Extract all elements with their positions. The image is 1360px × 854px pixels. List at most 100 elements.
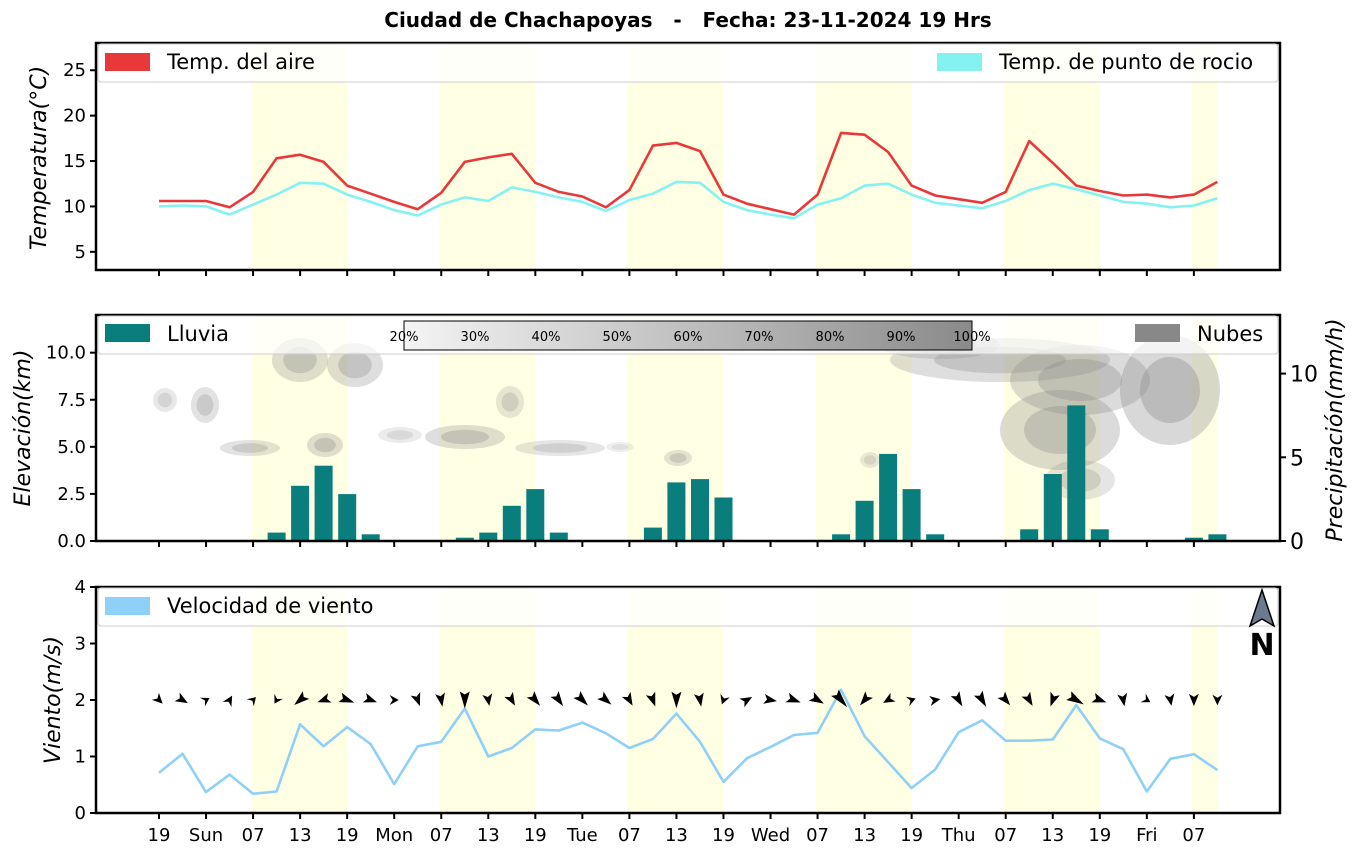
air-temp-swatch: [105, 53, 150, 71]
cloud-core: [502, 392, 519, 411]
rain-bar: [691, 479, 709, 541]
x-tick-label: 13: [289, 825, 312, 846]
wind-arrow-head: [763, 694, 778, 706]
x-tick-label: 07: [1182, 825, 1205, 846]
colorbar-label: 80%: [816, 330, 845, 345]
x-tick-label: 13: [1041, 825, 1064, 846]
wind-arrow-head: [1164, 693, 1176, 706]
wind-arrow: [929, 694, 941, 706]
rain-bar: [338, 494, 356, 541]
x-tick-label: 19: [900, 825, 923, 846]
colorbar-label: 20%: [390, 330, 419, 345]
rain-legend-label: Lluvia: [167, 322, 229, 346]
x-tick-label: 07: [430, 825, 453, 846]
rain-bar: [903, 489, 921, 541]
rain-bar: [1020, 529, 1038, 541]
wind-arrow: [1117, 693, 1129, 707]
rain-bar: [479, 533, 497, 541]
north-label: N: [1249, 628, 1274, 663]
x-tick-label: Fri: [1136, 825, 1157, 846]
x-tick-label: 07: [242, 825, 265, 846]
wind-arrow: [1141, 694, 1153, 707]
wind-arrow: [223, 693, 237, 707]
wind-arrow: [152, 693, 166, 707]
wind-arrow-head: [573, 691, 591, 709]
wind-arrow-head: [1141, 694, 1153, 707]
x-tick-label: 19: [148, 825, 171, 846]
wind-x-ticks: 19 Sun 07 13 19 Mon 07 13 19 Tue 07 13 19 Wed 07 13 19 Th…: [148, 813, 1206, 846]
cloud-core: [441, 430, 489, 444]
wind-arrow: [974, 691, 991, 710]
wind-legend: Velocidad de viento: [98, 588, 1278, 626]
y-tick-label: 25: [63, 60, 86, 81]
wind-arrow: [175, 693, 191, 708]
colorbar-label: 100%: [953, 330, 990, 345]
wind-arrow: [1164, 693, 1176, 706]
y-tick-label: 7.5: [57, 390, 86, 411]
cloud-legend-label: Nubes: [1197, 322, 1263, 346]
wind-panel: 0 1 2 3 4 19 Sun 07 13 19 Mon 07 13 19 Tue 07 13 19 Wed 07…: [41, 577, 1280, 846]
wind-arrow: [363, 693, 379, 707]
x-tick-label: 19: [336, 825, 359, 846]
figure-title: Ciudad de Chachapoyas - Fecha: 23-11-202…: [384, 8, 991, 32]
wind-arrow: [786, 693, 803, 707]
wind-arrow-head: [152, 693, 166, 707]
y-tick-label: 15: [63, 151, 86, 172]
wind-arrow-head: [1117, 693, 1129, 707]
wind-arrow: [390, 695, 399, 705]
rain-bar: [1091, 529, 1109, 541]
y-tick-label: 5.0: [57, 437, 86, 458]
cloud-core: [864, 455, 876, 465]
cloud-swatch: [1135, 324, 1180, 342]
rain-bar: [268, 533, 286, 541]
y-tick-label: 1: [75, 747, 86, 768]
dew-point-legend-label: Temp. de punto de rocio: [998, 50, 1253, 74]
cloud-core: [314, 438, 336, 452]
precipitation-panel: 0.02.55.07.510.0 0510 Elevación(km) Prec…: [11, 315, 1348, 555]
rain-bar: [1044, 474, 1062, 541]
x-tick-label: 19: [1088, 825, 1111, 846]
wind-arrow-head: [175, 693, 191, 708]
wind-arrow: [763, 694, 778, 706]
cloud-core: [197, 394, 214, 416]
y-tick-label: 4: [75, 577, 86, 598]
wind-arrow: [411, 692, 425, 708]
wind-arrow: [739, 693, 754, 708]
x-tick-label: 13: [477, 825, 500, 846]
wind-arrow-head: [411, 692, 425, 708]
x-tick-label: Thu: [941, 825, 976, 846]
rain-bar: [715, 498, 733, 542]
y-tick-label: 0: [1290, 530, 1304, 555]
rain-bar: [1067, 405, 1085, 541]
wind-arrow: [200, 694, 212, 707]
x-tick-label: Tue: [566, 825, 598, 846]
temperature-y-ticks: 510152025: [63, 60, 96, 263]
wind-arrow-head: [974, 691, 991, 710]
y-tick-label: 0: [75, 803, 86, 824]
cloud-core: [158, 393, 172, 407]
rain-swatch: [105, 324, 150, 342]
rain-bar: [291, 486, 309, 541]
rain-bar: [550, 533, 568, 541]
y-tick-label: 0.0: [57, 531, 86, 552]
wind-arrow-head: [739, 693, 754, 708]
air-temp-legend-label: Temp. del aire: [166, 50, 315, 74]
wind-arrow: [597, 692, 615, 709]
elevation-y-ticks: 0.0 2.5 5.0 7.5 10.0: [46, 343, 96, 552]
colorbar-label: 90%: [887, 330, 916, 345]
cloud-core: [612, 444, 629, 450]
cloud-core: [670, 453, 687, 463]
wind-arrow-head: [786, 693, 803, 707]
y-tick-label: 5: [1290, 446, 1304, 471]
x-tick-label: 07: [806, 825, 829, 846]
x-tick-label: 13: [665, 825, 688, 846]
x-tick-label: Sun: [189, 825, 223, 846]
y-tick-label: 3: [75, 634, 86, 655]
precipitation-y-ticks: 0510: [1280, 363, 1318, 555]
x-tick-label: 07: [994, 825, 1017, 846]
x-tick-label: 19: [524, 825, 547, 846]
cloud-core: [387, 430, 413, 440]
y-tick-label: 2.5: [57, 484, 86, 505]
dew-point-swatch: [937, 53, 982, 71]
